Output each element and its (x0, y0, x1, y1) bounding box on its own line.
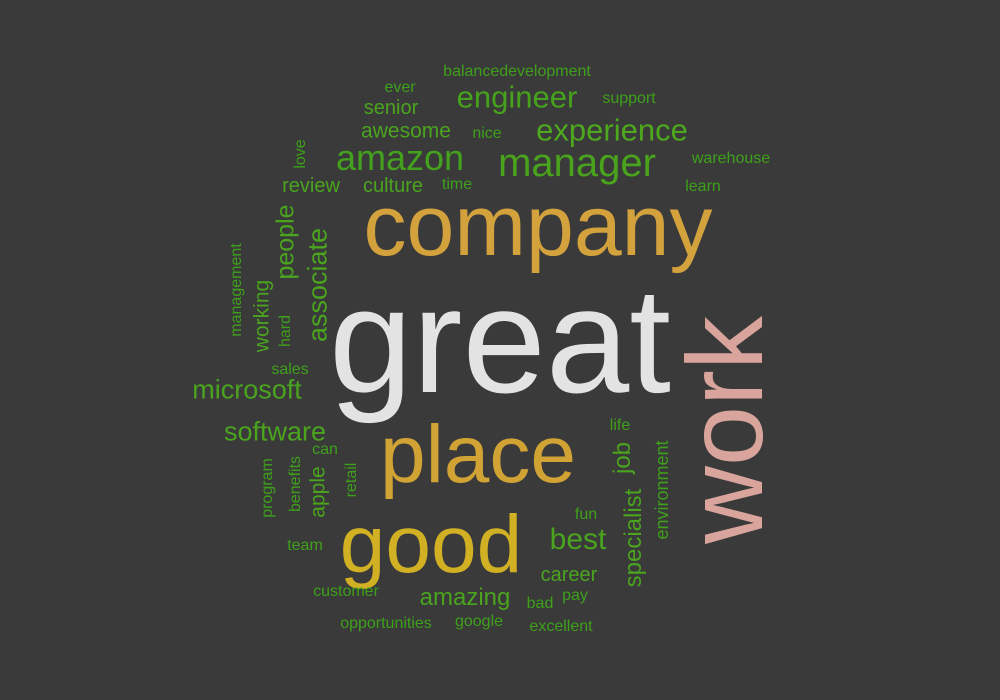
word-people: people (271, 204, 300, 280)
word-program: program (259, 458, 276, 518)
word-opportunities: opportunities (340, 615, 432, 632)
word-bad: bad (526, 595, 554, 612)
word-specialist: specialist (620, 488, 647, 588)
word-great: great (329, 256, 671, 424)
word-review: review (282, 175, 340, 197)
word-excellent: excellent (529, 618, 593, 635)
word-apple: apple (306, 466, 330, 518)
word-work: work (664, 315, 785, 545)
word-retail: retail (343, 462, 360, 498)
word-amazing: amazing (419, 584, 511, 611)
word-balancedevelopment: balancedevelopment (443, 63, 591, 80)
word-company: company (363, 178, 713, 274)
word-team: team (287, 537, 323, 554)
word-microsoft: microsoft (192, 374, 302, 405)
word-working: working (250, 279, 274, 353)
word-love: love (292, 139, 309, 169)
word-good: good (339, 499, 523, 590)
word-manager: manager (498, 141, 656, 185)
word-life: life (609, 417, 631, 434)
word-best: best (549, 523, 607, 556)
word-job: job (609, 441, 636, 475)
word-can: can (312, 441, 338, 458)
word-sales: sales (271, 361, 309, 378)
word-warehouse: warehouse (691, 150, 771, 167)
word-management: management (228, 243, 245, 337)
word-experience: experience (536, 112, 688, 148)
word-fun: fun (574, 506, 598, 523)
word-hard: hard (277, 314, 294, 348)
word-support: support (602, 90, 656, 107)
word-google: google (454, 613, 504, 630)
word-pay: pay (562, 587, 588, 604)
word-software: software (223, 416, 327, 447)
word-customer: customer (313, 583, 379, 600)
word-learn: learn (685, 178, 721, 195)
word-nice: nice (472, 125, 502, 142)
word-culture: culture (362, 175, 424, 197)
word-benefits: benefits (287, 455, 304, 513)
word-place: place (379, 409, 577, 500)
word-career: career (540, 564, 598, 586)
word-amazon: amazon (335, 137, 465, 178)
word-time: time (441, 176, 473, 193)
word-ever: ever (384, 79, 416, 96)
word-engineer: engineer (456, 79, 578, 115)
word-awesome: awesome (361, 119, 451, 143)
word-associate: associate (302, 227, 333, 343)
word-environment: environment (652, 440, 672, 540)
word-senior: senior (363, 97, 419, 119)
